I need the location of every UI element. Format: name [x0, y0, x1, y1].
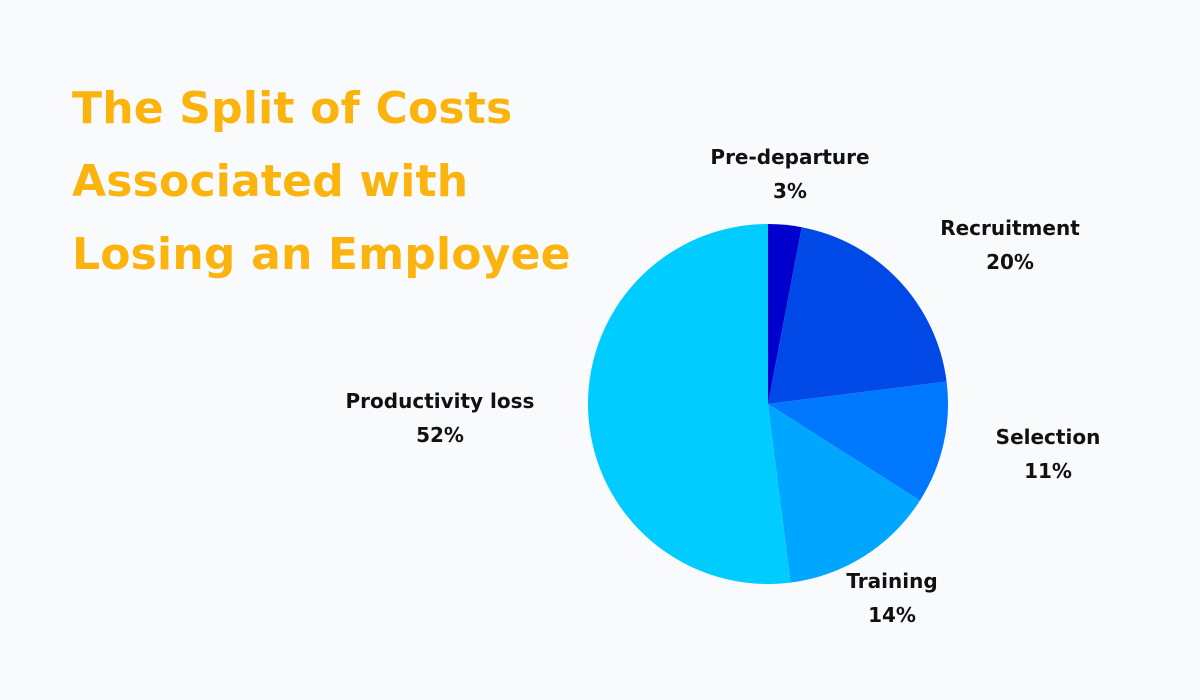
slice-value-selection: 11%	[1024, 459, 1072, 483]
slice-label-productivity-loss: Productivity loss	[346, 389, 535, 413]
slice-value-training: 14%	[868, 603, 916, 627]
chart-title-line-3: Losing an Employee	[72, 229, 571, 280]
slice-value-productivity-loss: 52%	[416, 423, 464, 447]
pie-slice-pre-departure	[768, 224, 802, 404]
slice-label-recruitment: Recruitment	[940, 216, 1080, 240]
slice-label-selection: Selection	[996, 425, 1101, 449]
slice-value-recruitment: 20%	[986, 250, 1034, 274]
slice-value-pre-departure: 3%	[773, 179, 807, 203]
pie-slice-recruitment	[768, 227, 947, 404]
chart-title: The Split of Costs Associated with Losin…	[72, 72, 612, 291]
chart-title-line-1: The Split of Costs	[72, 83, 513, 134]
chart-title-line-2: Associated with	[72, 156, 469, 207]
pie-slice-productivity-loss	[587, 223, 791, 584]
slice-label-training: Training	[846, 569, 937, 593]
slice-label-pre-departure: Pre-departure	[710, 145, 869, 169]
pie-slice-training	[768, 404, 920, 583]
pie-slice-selection	[768, 381, 948, 501]
